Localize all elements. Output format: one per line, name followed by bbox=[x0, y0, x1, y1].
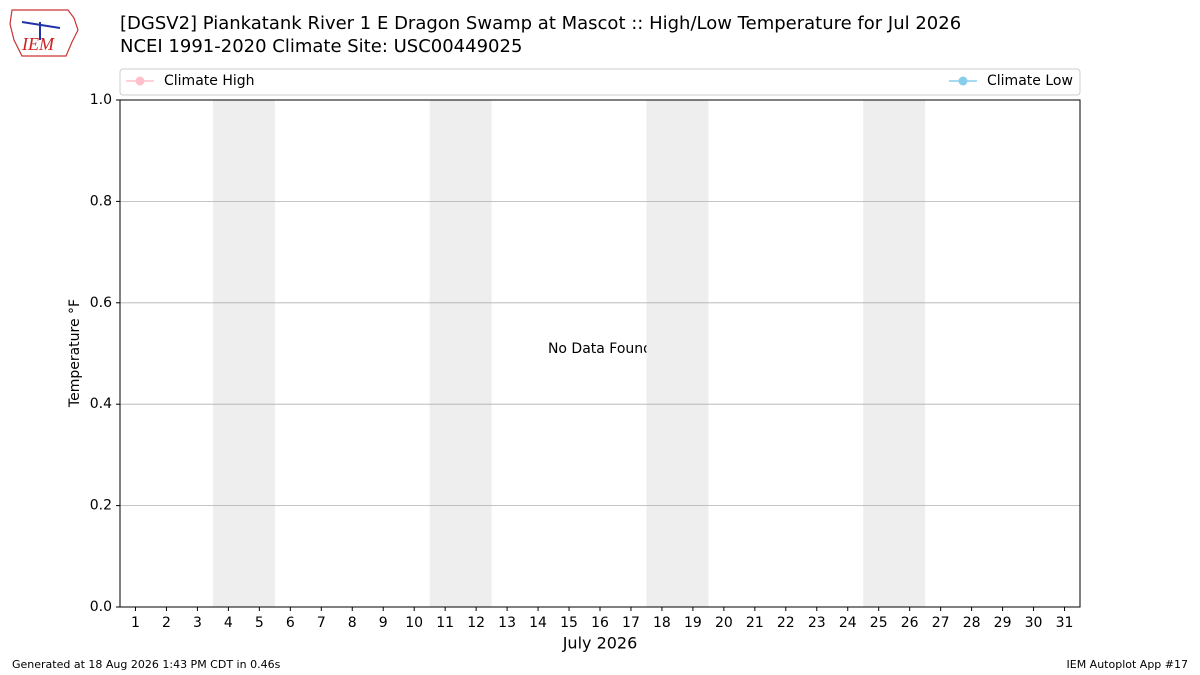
x-tick-label: 11 bbox=[436, 615, 454, 631]
x-tick-label: 18 bbox=[653, 615, 671, 631]
y-tick-label: 0.4 bbox=[90, 396, 112, 412]
x-tick-label: 26 bbox=[901, 615, 919, 631]
x-tick-label: 7 bbox=[317, 615, 326, 631]
y-tick-label: 0.8 bbox=[90, 193, 112, 209]
x-tick-label: 24 bbox=[839, 615, 857, 631]
x-tick-label: 3 bbox=[193, 615, 202, 631]
weekend-band bbox=[429, 100, 492, 607]
x-tick-label: 2 bbox=[162, 615, 171, 631]
legend-marker bbox=[135, 76, 145, 86]
x-tick-label: 27 bbox=[932, 615, 950, 631]
x-tick-label: 9 bbox=[379, 615, 388, 631]
y-tick-label: 0.0 bbox=[90, 599, 112, 615]
x-tick-label: 16 bbox=[591, 615, 609, 631]
x-tick-label: 17 bbox=[622, 615, 640, 631]
x-tick-label: 12 bbox=[467, 615, 485, 631]
plot-frame bbox=[119, 99, 1081, 608]
x-tick-label: 29 bbox=[994, 615, 1012, 631]
annotation: No Data Found bbox=[548, 341, 652, 357]
x-tick-label: 28 bbox=[963, 615, 981, 631]
x-tick-label: 31 bbox=[1056, 615, 1074, 631]
y-tick-label: 1.0 bbox=[90, 92, 112, 108]
x-tick-label: 20 bbox=[715, 615, 733, 631]
y-tick-label: 0.2 bbox=[90, 498, 112, 514]
x-tick-label: 14 bbox=[529, 615, 547, 631]
x-tick-label: 30 bbox=[1025, 615, 1043, 631]
chart-subtitle: NCEI 1991-2020 Climate Site: USC00449025 bbox=[120, 36, 522, 57]
x-tick-label: 10 bbox=[405, 615, 423, 631]
x-axis-label: July 2026 bbox=[562, 634, 638, 653]
y-tick-label: 0.6 bbox=[90, 295, 112, 311]
legend-label: Climate Low bbox=[987, 73, 1073, 89]
logo: IEM bbox=[9, 9, 79, 57]
chart-title: [DGSV2] Piankatank River 1 E Dragon Swam… bbox=[120, 13, 961, 34]
footer-right: IEM Autoplot App #17 bbox=[1067, 658, 1189, 671]
legend-label: Climate High bbox=[164, 73, 255, 89]
y-axis-label: Temperature °F bbox=[67, 299, 83, 408]
x-tick-label: 22 bbox=[777, 615, 795, 631]
legend-marker bbox=[958, 76, 968, 86]
x-tick-label: 4 bbox=[224, 615, 233, 631]
x-tick-label: 13 bbox=[498, 615, 516, 631]
legend-box bbox=[119, 68, 1081, 96]
x-tick-label: 23 bbox=[808, 615, 826, 631]
x-tick-label: 6 bbox=[286, 615, 295, 631]
logo-text: IEM bbox=[21, 34, 55, 54]
x-tick-label: 8 bbox=[348, 615, 357, 631]
weekend-band bbox=[212, 100, 275, 607]
weekend-band bbox=[646, 100, 709, 607]
weekend-band bbox=[863, 100, 926, 607]
footer-left: Generated at 18 Aug 2026 1:43 PM CDT in … bbox=[12, 658, 281, 671]
x-tick-label: 5 bbox=[255, 615, 264, 631]
x-tick-label: 15 bbox=[560, 615, 578, 631]
x-tick-label: 19 bbox=[684, 615, 702, 631]
x-tick-label: 21 bbox=[746, 615, 764, 631]
x-tick-label: 25 bbox=[870, 615, 888, 631]
x-tick-label: 1 bbox=[131, 615, 140, 631]
